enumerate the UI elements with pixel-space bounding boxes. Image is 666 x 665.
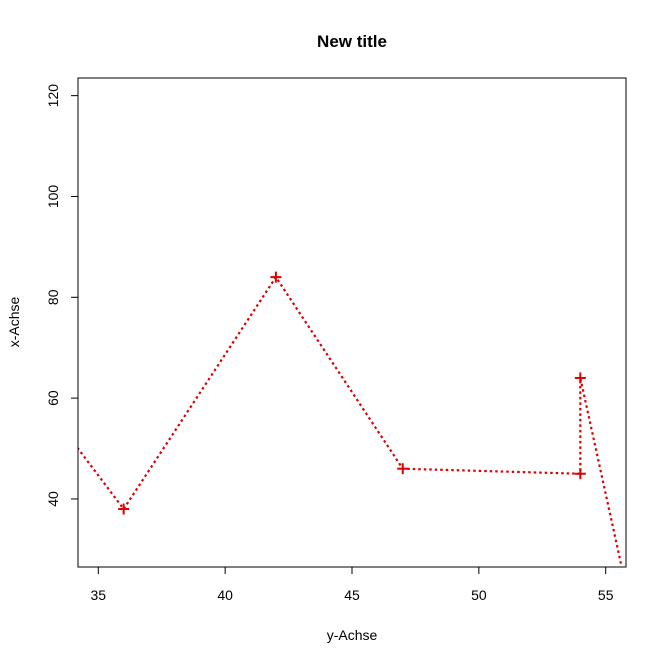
- y-tick-label: 40: [45, 491, 61, 507]
- data-point: [574, 372, 586, 384]
- y-tick-label: 120: [45, 84, 61, 108]
- data-point: [397, 463, 409, 475]
- x-tick-label: 50: [471, 587, 487, 603]
- x-axis: 35 40 45 50 55: [91, 567, 614, 603]
- x-axis-label: y-Achse: [327, 627, 378, 643]
- x-tick-label: 40: [217, 587, 233, 603]
- y-tick-label: 80: [45, 289, 61, 305]
- y-axis-label: x-Achse: [6, 297, 22, 348]
- y-tick-label: 60: [45, 390, 61, 406]
- y-tick-label: 100: [45, 185, 61, 209]
- y-axis: 40 60 80 100 120: [45, 84, 78, 507]
- x-tick-label: 45: [344, 587, 360, 603]
- x-tick-label: 55: [598, 587, 614, 603]
- data-point: [270, 271, 282, 283]
- plot-area: [77, 77, 627, 568]
- data-point: [574, 468, 586, 480]
- series-line: [78, 275, 623, 567]
- x-tick-label: 35: [91, 587, 107, 603]
- chart-title: New title: [317, 32, 387, 51]
- plot-frame: [77, 77, 627, 568]
- data-point: [118, 503, 130, 515]
